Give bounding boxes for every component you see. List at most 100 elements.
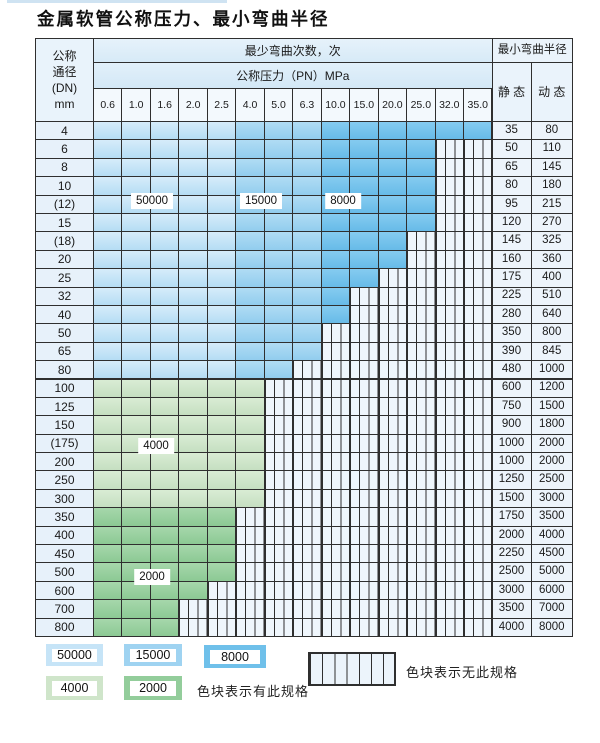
dn-cell: 700 (35, 599, 94, 619)
no-spec-cell (377, 415, 408, 435)
no-spec-cell (406, 525, 436, 546)
no-spec-cell (406, 323, 436, 343)
spec-cell (178, 139, 208, 159)
spec-cell (263, 341, 294, 362)
spec-cell (149, 378, 180, 398)
static-value-cell: 145 (491, 231, 532, 251)
spec-cell (149, 396, 180, 417)
spec-cell (121, 304, 151, 325)
spec-cell (263, 286, 294, 306)
static-value-cell: 3500 (491, 599, 532, 619)
spec-cell (235, 286, 265, 306)
spec-cell (206, 249, 237, 270)
static-value-cell: 65 (491, 157, 532, 178)
spec-cell (149, 139, 180, 159)
no-spec-cell (263, 378, 294, 398)
no-spec-cell (434, 194, 465, 214)
has-spec-legend-text: 色块表示有此规格 (197, 684, 310, 699)
spec-cell (121, 157, 151, 178)
dynamic-header: 动 态 (530, 62, 573, 122)
no-spec-cell (377, 396, 408, 417)
no-spec-cell (320, 323, 351, 343)
no-spec-cell (463, 157, 493, 178)
spec-cell (178, 544, 208, 564)
no-spec-cell (406, 599, 436, 619)
spec-cell (93, 268, 123, 288)
dn-cell: 250 (35, 470, 94, 490)
no-spec-cell (406, 341, 436, 362)
spec-cell (178, 341, 208, 362)
dynamic-value-cell: 325 (530, 231, 573, 251)
no-spec-cell (178, 617, 208, 637)
no-spec-cell (377, 360, 408, 380)
spec-cell (349, 121, 379, 141)
no-spec-cell (377, 433, 408, 454)
no-spec-cell (406, 396, 436, 417)
static-value-cell: 1750 (491, 507, 532, 527)
no-spec-cell (263, 599, 294, 619)
spec-cell (377, 157, 408, 178)
dynamic-value-cell: 7000 (530, 599, 573, 619)
no-spec-cell (263, 525, 294, 546)
dynamic-value-cell: 1800 (530, 415, 573, 435)
spec-cell (263, 360, 294, 380)
pressure-tick: 20.0 (377, 88, 408, 122)
spec-cell (292, 268, 322, 288)
spec-cell (178, 562, 208, 582)
pressure-tick: 0.6 (93, 88, 123, 122)
spec-cell (149, 249, 180, 270)
spec-cell (178, 249, 208, 270)
spec-cell (121, 488, 151, 509)
dn-cell: 300 (35, 488, 94, 509)
no-spec-cell (320, 599, 351, 619)
spec-cell (178, 525, 208, 546)
dynamic-value-cell: 400 (530, 268, 573, 288)
spec-cell (121, 341, 151, 362)
no-spec-cell (463, 470, 493, 490)
pressure-tick: 25.0 (406, 88, 436, 122)
spec-cell (235, 121, 265, 141)
no-spec-cell (349, 580, 379, 601)
spec-cell (349, 157, 379, 178)
spec-cell (235, 470, 265, 490)
spec-cell (377, 194, 408, 214)
no-spec-cell (463, 396, 493, 417)
dn-cell: 25 (35, 268, 94, 288)
spec-cell (178, 396, 208, 417)
spec-cell (93, 525, 123, 546)
pressure-tick: 35.0 (463, 88, 493, 122)
spec-cell (93, 360, 123, 380)
static-value-cell: 50 (491, 139, 532, 159)
spec-cell (149, 507, 180, 527)
static-value-cell: 2250 (491, 544, 532, 564)
spec-cell (320, 231, 351, 251)
static-value-cell: 2000 (491, 525, 532, 546)
no-spec-cell (349, 488, 379, 509)
no-spec-cell (463, 360, 493, 380)
no-spec-cell (434, 268, 465, 288)
spec-cell (377, 249, 408, 270)
no-spec-cell (434, 470, 465, 490)
dynamic-value-cell: 80 (530, 121, 573, 141)
no-spec-cell (463, 286, 493, 306)
no-spec-cell (406, 378, 436, 398)
spec-cell (320, 121, 351, 141)
spec-cell (235, 415, 265, 435)
static-value-cell: 225 (491, 286, 532, 306)
static-value-cell: 175 (491, 268, 532, 288)
spec-cell (149, 488, 180, 509)
spec-cell (206, 378, 237, 398)
dn-cell: 6 (35, 139, 94, 159)
spec-cell (121, 360, 151, 380)
spec-cell (206, 544, 237, 564)
spec-cell (377, 212, 408, 233)
no-spec-cell (463, 249, 493, 270)
no-spec-cell (292, 360, 322, 380)
spec-cell (206, 139, 237, 159)
spec-cell (93, 452, 123, 472)
no-spec-cell (349, 562, 379, 582)
spec-cell (121, 249, 151, 270)
dn-cell: 800 (35, 617, 94, 637)
no-spec-cell (349, 617, 379, 637)
spec-cell (121, 378, 151, 398)
